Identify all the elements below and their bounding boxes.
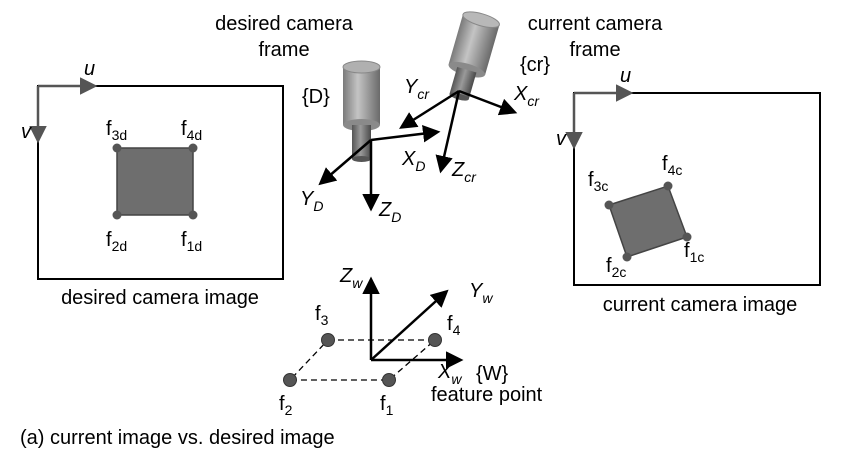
world-label-f2: f2 [279, 393, 293, 418]
current-label-f2c: f2c [606, 255, 626, 280]
current-label-f3c: f3c [588, 169, 608, 194]
world-point-f1 [382, 373, 396, 387]
world-frame: f3 f4 f2 f1 Xw {W} Yw Zw feature point [279, 265, 543, 418]
desired-image-panel: u v f3d f4d f2d f1d desired camera image [21, 58, 284, 309]
desired-x-axis [370, 124, 441, 143]
desired-point-f1d [188, 210, 198, 220]
desired-frame-name: {D} [302, 86, 330, 108]
world-label-f3: f3 [315, 303, 329, 328]
current-point-f3c [604, 200, 614, 210]
desired-camera-title-1: desired camera [215, 13, 354, 35]
world-x-label: Xw [437, 361, 462, 387]
current-image-frame [573, 92, 821, 286]
current-image-title: current camera image [603, 294, 798, 316]
current-image-panel: u v f3c f4c f2c f1c current camera image [556, 65, 821, 316]
desired-label-f1d: f1d [181, 229, 202, 254]
feature-dashed-outline [288, 339, 437, 381]
desired-image-title: desired camera image [61, 287, 259, 309]
desired-point-f2d [112, 210, 122, 220]
current-z-label: Zcr [451, 159, 477, 185]
current-y-label: Ycr [404, 76, 430, 102]
current-v-label: v [556, 128, 567, 150]
desired-x-label: XD [401, 148, 425, 174]
current-label-f1c: f1c [684, 240, 704, 265]
current-camera-title-2: frame [569, 39, 620, 61]
world-label-f4: f4 [447, 313, 461, 338]
current-camera-title-1: current camera [528, 13, 663, 35]
desired-u-label: u [84, 58, 95, 80]
current-frame-name: {cr} [520, 54, 550, 76]
world-y-axis [370, 289, 449, 361]
desired-z-label: ZD [378, 199, 401, 225]
desired-camera: desired camera frame {D} XD YD ZD [215, 13, 441, 225]
world-frame-name: {W} [476, 363, 509, 385]
desired-camera-body-icon [342, 60, 381, 162]
current-label-f4c: f4c [662, 153, 682, 178]
desired-y-label: YD [300, 188, 323, 214]
current-camera-body-icon [448, 11, 500, 101]
world-point-f4 [428, 333, 442, 347]
feature-point-label: feature point [431, 384, 543, 406]
desired-feature-square [116, 147, 194, 216]
current-camera: current camera frame {cr} Xcr Ycr Zcr [399, 11, 663, 185]
world-point-f2 [283, 373, 297, 387]
desired-label-f3d: f3d [106, 118, 127, 143]
current-z-axis [435, 90, 461, 174]
world-point-f3 [321, 333, 335, 347]
desired-label-f4d: f4d [181, 118, 202, 143]
desired-v-label: v [21, 121, 32, 143]
desired-point-f4d [188, 143, 198, 153]
desired-label-f2d: f2d [106, 229, 127, 254]
current-y-axis [399, 89, 460, 129]
figure-caption: (a) current image vs. desired image [20, 427, 335, 449]
current-feature-square [608, 185, 688, 258]
desired-point-f3d [112, 143, 122, 153]
desired-y-axis [318, 139, 372, 186]
world-label-f1: f1 [380, 393, 394, 418]
current-point-f1c [682, 232, 692, 242]
world-y-label: Yw [469, 280, 493, 306]
desired-camera-title-2: frame [258, 39, 309, 61]
world-z-label: Zw [339, 265, 363, 291]
desired-image-frame [37, 85, 284, 280]
current-point-f2c [622, 252, 632, 262]
current-x-axis [458, 89, 518, 116]
current-u-label: u [620, 65, 631, 87]
current-point-f4c [663, 181, 673, 191]
current-x-label: Xcr [513, 83, 540, 109]
